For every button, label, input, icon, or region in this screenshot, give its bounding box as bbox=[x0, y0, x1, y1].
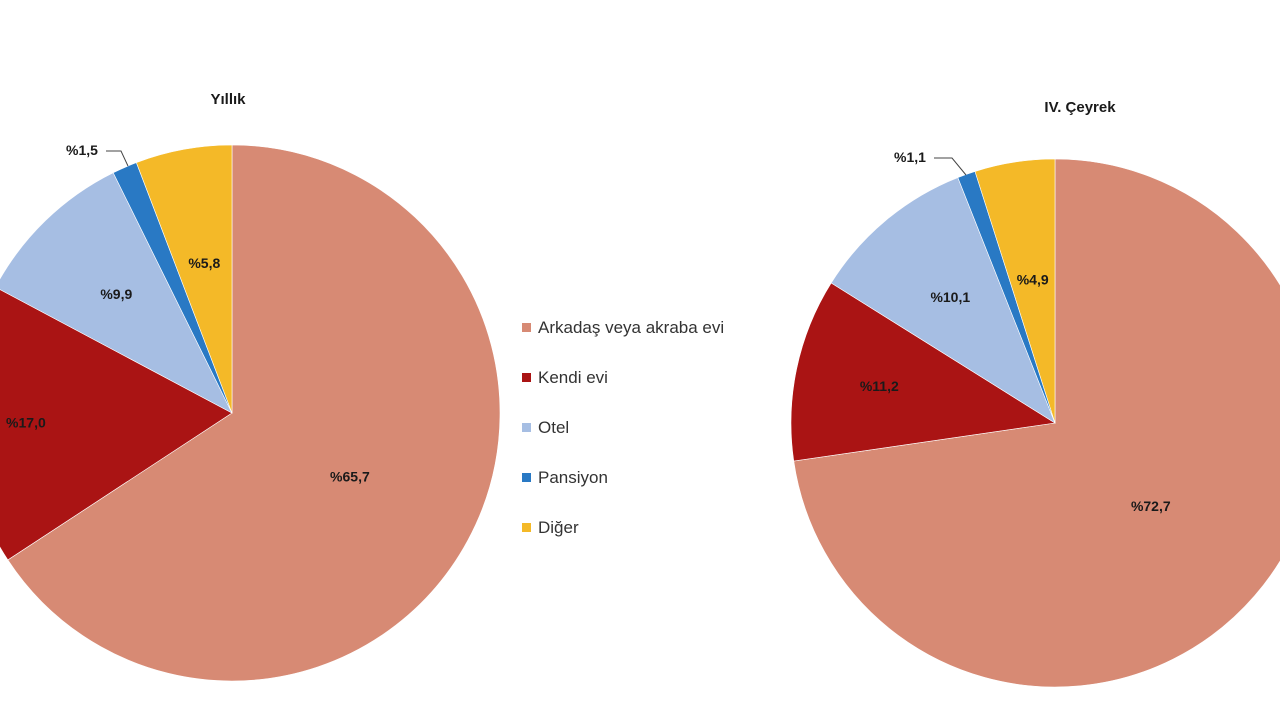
legend-label-pansiyon: Pansiyon bbox=[538, 468, 608, 487]
pie-title-yillik: Yıllık bbox=[210, 91, 246, 108]
legend-swatch-diger bbox=[522, 523, 531, 532]
legend-item-otel: Otel bbox=[522, 418, 569, 437]
legend-label-otel: Otel bbox=[538, 418, 569, 437]
pie-slice-otel bbox=[0, 172, 233, 414]
legend-item-diger: Diğer bbox=[522, 518, 579, 537]
pie-chart-iv-ceyrek: IV. Çeyrek %72,7 %11,2 %10,1 %1,1 %4,9 bbox=[790, 99, 1280, 688]
slice-label-kendi: %17,0 bbox=[6, 414, 46, 430]
pie-slice-arkadas bbox=[793, 158, 1280, 688]
legend-item-arkadas: Arkadaş veya akraba evi bbox=[522, 318, 724, 337]
pie-title-iv-ceyrek: IV. Çeyrek bbox=[1044, 99, 1116, 116]
legend-label-arkadas: Arkadaş veya akraba evi bbox=[538, 318, 724, 337]
slice-label-pansiyon: %1,5 bbox=[66, 142, 98, 158]
legend-label-diger: Diğer bbox=[538, 518, 579, 537]
pie-slice-otel bbox=[830, 177, 1056, 424]
legend-swatch-kendi bbox=[522, 373, 531, 382]
legend-swatch-pansiyon bbox=[522, 473, 531, 482]
slice-label-pansiyon: %1,1 bbox=[894, 149, 926, 165]
slice-label-kendi: %11,2 bbox=[860, 378, 899, 394]
leader-line-pansiyon bbox=[106, 150, 129, 167]
pie-slice-arkadas bbox=[7, 144, 501, 682]
legend-swatch-arkadas bbox=[522, 323, 531, 332]
pie-slice-diger bbox=[136, 144, 233, 414]
slice-label-otel: %9,9 bbox=[100, 286, 132, 302]
slice-label-diger: %5,8 bbox=[188, 255, 220, 271]
pie-slice-kendi bbox=[0, 289, 233, 561]
legend-swatch-otel bbox=[522, 423, 531, 432]
slice-label-otel: %10,1 bbox=[930, 289, 970, 305]
leader-line-pansiyon bbox=[934, 157, 967, 176]
slice-label-diger: %4,9 bbox=[1017, 272, 1049, 288]
slice-label-arkadas: %72,7 bbox=[1131, 498, 1171, 514]
pie-slice-kendi bbox=[790, 282, 1056, 462]
slice-label-arkadas: %65,7 bbox=[330, 469, 370, 485]
legend: Arkadaş veya akraba evi Kendi evi Otel P… bbox=[522, 318, 724, 537]
legend-item-kendi: Kendi evi bbox=[522, 368, 608, 387]
pie-chart-yillik: Yıllık %65,7 %17,0 %9,9 %1,5 %5,8 bbox=[0, 91, 501, 682]
legend-item-pansiyon: Pansiyon bbox=[522, 468, 608, 487]
pie-slice-diger bbox=[974, 158, 1056, 424]
legend-label-kendi: Kendi evi bbox=[538, 368, 608, 387]
